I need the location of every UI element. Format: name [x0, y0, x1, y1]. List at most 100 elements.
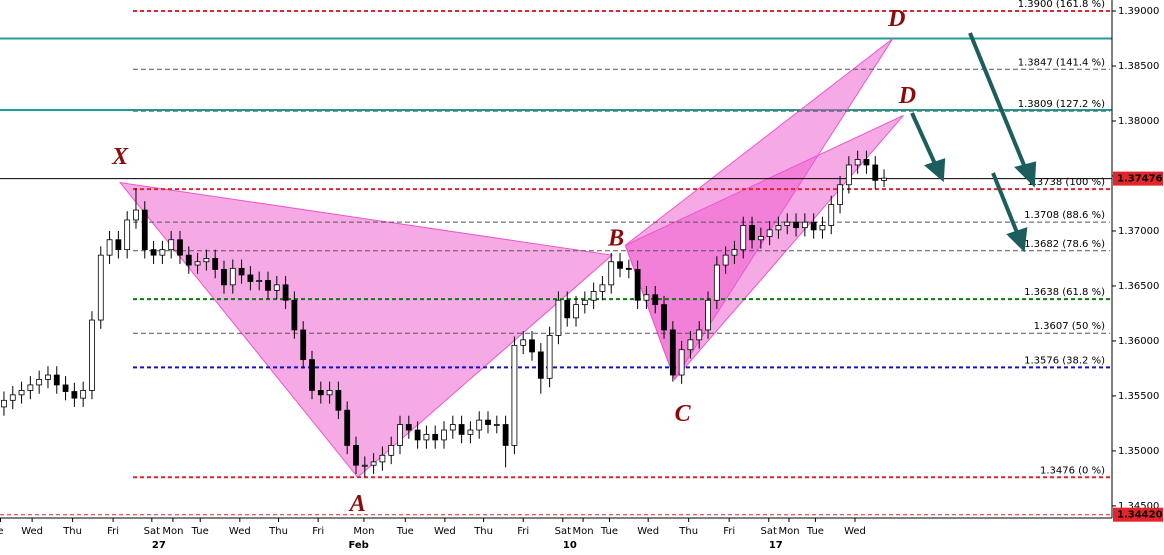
- candle-body: [344, 409, 351, 446]
- candle-body: [361, 464, 368, 467]
- fib-label: 1.3738 (100 %): [1027, 177, 1105, 188]
- fib-label: 1.3900 (161.8 %): [1018, 0, 1105, 10]
- candle-body: [397, 424, 403, 446]
- arrows: [910, 32, 1037, 253]
- candle-body: [590, 291, 597, 301]
- candle-body: [599, 284, 606, 292]
- candle-body: [317, 390, 324, 396]
- candle-body: [36, 379, 43, 386]
- arrow-head: [1006, 227, 1028, 253]
- candle-body: [124, 219, 131, 251]
- candle-body: [608, 261, 615, 286]
- x-tick-label: e: [0, 526, 4, 537]
- candle-body: [97, 254, 104, 321]
- candle-body: [617, 261, 623, 269]
- arrow: [910, 112, 938, 167]
- candle-body: [458, 424, 465, 435]
- candle-body: [177, 239, 183, 256]
- y-tick-label: 1.35000: [1118, 446, 1159, 457]
- candle-body: [766, 229, 773, 237]
- candle-body: [643, 294, 650, 301]
- candle-body: [9, 394, 16, 401]
- x-tick-label: Mon: [353, 526, 374, 537]
- last-price-box: [1113, 171, 1163, 186]
- candle-body: [872, 164, 879, 181]
- arrow: [991, 172, 1020, 236]
- candle-body: [203, 258, 210, 263]
- candle-body: [449, 424, 456, 431]
- fib-label: 1.3847 (141.4 %): [1018, 57, 1105, 68]
- x-tick-label: Mon: [162, 526, 183, 537]
- y-tick-label: 1.39000: [1118, 6, 1159, 17]
- x-tick-label: Wed: [21, 526, 43, 537]
- candle-body: [493, 424, 500, 426]
- candle-body: [546, 335, 553, 379]
- candle-body: [652, 294, 659, 306]
- y-tick-label: 1.34500: [1118, 501, 1159, 512]
- candle-body: [89, 319, 95, 391]
- candle-body: [502, 424, 509, 446]
- candle-body: [669, 329, 676, 376]
- pattern-label: B: [607, 226, 624, 252]
- candle-body: [256, 280, 263, 282]
- candle-body: [520, 339, 527, 346]
- candle-body: [353, 445, 359, 466]
- candle-body: [238, 267, 245, 276]
- candle-body: [740, 225, 747, 251]
- candle-body: [810, 221, 817, 231]
- x-tick-label: Wed: [844, 526, 866, 537]
- candle-body: [150, 249, 157, 256]
- candle-body: [273, 284, 280, 291]
- candle-body: [801, 221, 808, 229]
- x-week-label: 27: [152, 540, 166, 551]
- candle-body: [45, 374, 51, 380]
- fib-label: 1.3638 (61.8 %): [1024, 287, 1105, 298]
- arrow: [968, 32, 1028, 171]
- candle-body: [229, 267, 236, 286]
- x-tick-label: Sat: [555, 526, 571, 537]
- candle-body: [194, 261, 201, 266]
- x-tick-label: Tue: [600, 526, 618, 537]
- candle-body: [854, 159, 861, 166]
- fib-label: 1.3476 (0 %): [1040, 465, 1105, 476]
- candle-body: [282, 284, 289, 301]
- harmonic-pattern: [118, 181, 614, 479]
- candle-body: [696, 329, 703, 341]
- candle-body: [749, 225, 755, 241]
- x-tick-label: Tue: [806, 526, 824, 537]
- candle-body: [185, 254, 192, 266]
- candle-body: [625, 267, 632, 270]
- fib-label: 1.3576 (38.2 %): [1024, 355, 1105, 366]
- candle-body: [370, 461, 377, 466]
- x-tick-label: Wed: [637, 526, 659, 537]
- x-tick-label: Fri: [107, 526, 119, 537]
- candle-body: [141, 209, 148, 251]
- candle-body: [335, 390, 342, 411]
- candle-body: [168, 239, 175, 251]
- x-tick-label: Fri: [723, 526, 735, 537]
- candle-body: [511, 344, 518, 446]
- x-week-label: 10: [563, 540, 577, 551]
- x-week-label: Feb: [348, 540, 368, 551]
- pattern-label: X: [111, 144, 129, 170]
- candle-body: [537, 351, 544, 379]
- candle-body: [784, 221, 791, 226]
- candle-body: [687, 339, 694, 351]
- x-tick-label: Tue: [191, 526, 209, 537]
- candle-body: [564, 299, 571, 319]
- candle-body: [845, 164, 852, 186]
- candle-body: [573, 304, 579, 319]
- pattern-label: C: [675, 401, 692, 427]
- x-tick-label: Wed: [229, 526, 251, 537]
- candle-body: [247, 274, 254, 282]
- candle-body: [775, 225, 782, 231]
- candle-body: [27, 384, 34, 391]
- fib-label: 1.3682 (78.6 %): [1024, 239, 1105, 250]
- candle-body: [863, 159, 870, 166]
- x-tick-label: Thu: [62, 526, 82, 537]
- candle-body: [555, 299, 562, 336]
- y-tick-label: 1.37000: [1118, 226, 1159, 237]
- harmonic-pattern: [624, 115, 904, 381]
- pattern-label: D: [898, 83, 916, 109]
